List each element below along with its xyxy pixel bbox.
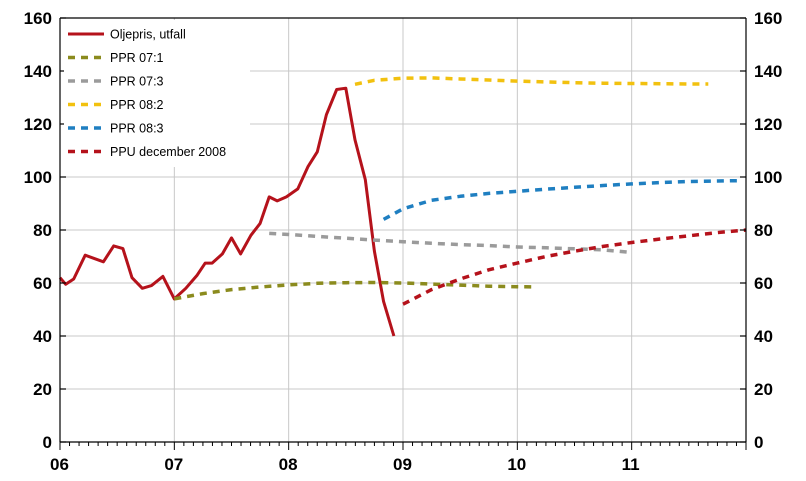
y-tick-label-left: 40 (33, 327, 52, 346)
legend-background (64, 20, 250, 167)
y-tick-label-right: 140 (754, 62, 782, 81)
y-tick-label-left: 100 (24, 168, 52, 187)
series-line-ppr-07-3 (269, 231, 632, 255)
y-tick-label-right: 60 (754, 274, 773, 293)
series-line-ppr-07-1 (173, 280, 537, 301)
x-tick-label: 07 (164, 455, 183, 474)
legend: Oljepris, utfall PPR 07:1 PPR 07:3 PPR 08:2… (64, 20, 250, 167)
axes: 0 0 20 20 40 40 60 60 80 80 100 100 120 120 140 140 160 1… (24, 9, 783, 474)
y-tick-label-right: 20 (754, 380, 773, 399)
legend-label: PPR 07:1 (110, 51, 164, 65)
x-tick-label: 11 (622, 455, 640, 474)
legend-label: PPR 08:2 (110, 98, 164, 112)
y-tick-label-right: 40 (754, 327, 773, 346)
series-layer (58, 76, 747, 337)
x-tick-label: 09 (393, 455, 412, 474)
legend-label: PPR 08:3 (110, 122, 164, 136)
series-line-ppr-08-2 (354, 76, 709, 87)
x-tick-label: 06 (50, 455, 69, 474)
y-tick-label-right: 100 (754, 168, 782, 187)
x-tick-label: 08 (279, 455, 298, 474)
y-tick-label-left: 20 (33, 380, 52, 399)
y-tick-label-left: 60 (33, 274, 52, 293)
x-tick-label: 10 (507, 455, 526, 474)
y-tick-label-left: 80 (33, 221, 52, 240)
series-line-ppr-08-3 (382, 178, 737, 221)
y-tick-label-left: 140 (24, 62, 52, 81)
y-tick-label-right: 0 (754, 433, 763, 452)
legend-label: Oljepris, utfall (110, 28, 186, 42)
y-tick-label-left: 160 (24, 9, 52, 28)
legend-label: PPU december 2008 (110, 145, 226, 159)
series-line-oljepris-utfall (58, 86, 396, 337)
legend-label: PPR 07:3 (110, 75, 164, 89)
y-tick-label-right: 80 (754, 221, 773, 240)
y-tick-label-right: 120 (754, 115, 782, 134)
y-tick-label-right: 160 (754, 9, 782, 28)
y-tick-label-left: 120 (24, 115, 52, 134)
y-tick-label-left: 0 (43, 433, 52, 452)
